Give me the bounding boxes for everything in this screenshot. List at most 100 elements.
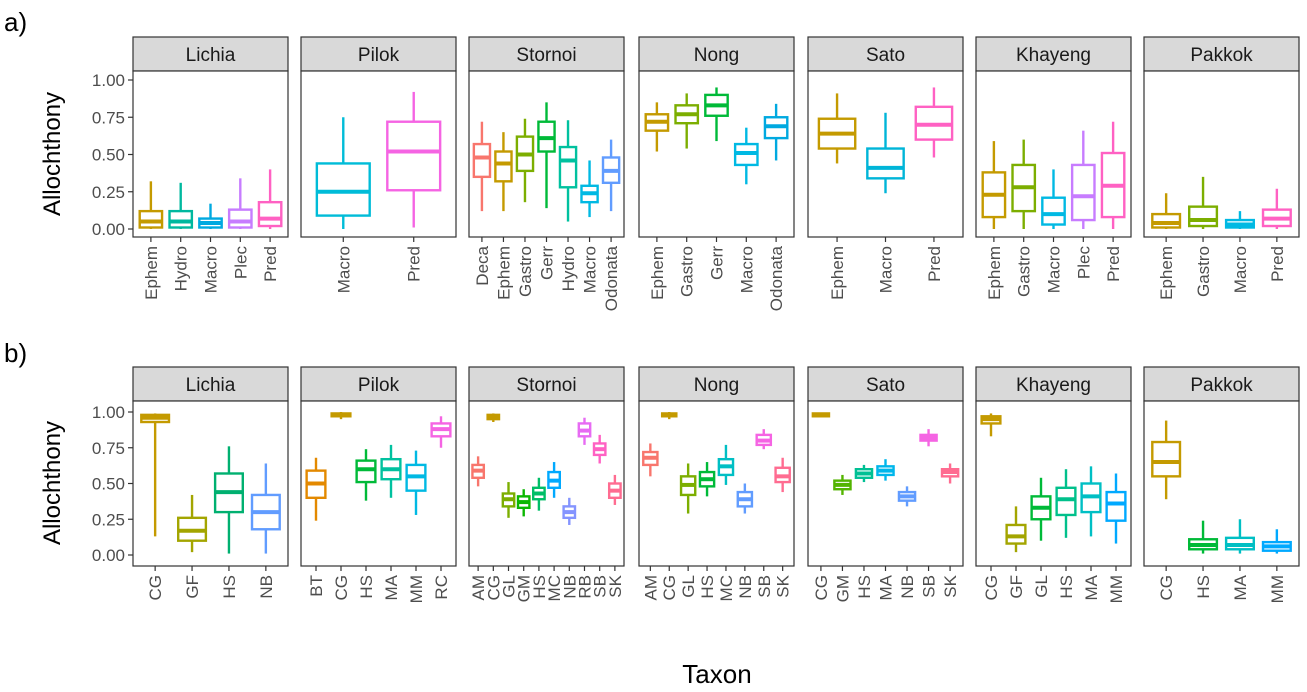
x-tick-label: Deca — [473, 245, 492, 285]
x-tick-label: Macro — [202, 246, 221, 293]
box-macro — [1224, 211, 1255, 229]
x-tick-label: Ephem — [648, 246, 667, 300]
x-tick-label: SK — [941, 574, 960, 597]
box-ephem — [1151, 193, 1182, 229]
box-am — [642, 443, 659, 477]
box-nb — [562, 497, 577, 525]
facet-lichia: Lichia Ephem Hydro Macro Plec Pred — [132, 36, 289, 300]
box-ephem — [644, 102, 670, 152]
facet-plot-frame — [975, 400, 1132, 567]
facet-strip — [468, 366, 625, 402]
box-nb — [897, 486, 917, 507]
x-tick-label: GM — [833, 575, 852, 602]
box-ephem — [817, 93, 857, 164]
box-pred — [257, 169, 283, 229]
x-tick-label: MM — [407, 575, 426, 603]
box-pred — [1261, 188, 1292, 229]
x-tick-label: CG — [332, 575, 351, 601]
x-tick-label: CG — [484, 575, 503, 601]
x-tick-label: Ephem — [985, 246, 1004, 300]
facet-khayeng: Khayeng CG GF GL HS MA MM — [975, 366, 1132, 603]
box-pred — [1100, 121, 1126, 229]
x-tick-label: Gastro — [516, 246, 535, 297]
facet-strip-label: Stornoi — [516, 375, 576, 396]
box-sk — [774, 457, 791, 493]
box-gerr — [704, 87, 729, 142]
box-body — [168, 209, 194, 229]
x-tick-label: Pred — [1268, 246, 1287, 282]
box-body — [1070, 163, 1096, 222]
box-body — [558, 145, 578, 189]
box-body — [138, 209, 164, 229]
plot-area: Allochthony 0.00 0.25 0.50 0.75 1.00 Lichia Eph… — [39, 36, 1300, 603]
facet-pilok: Pilok Macro Pred — [300, 36, 457, 293]
box-ma — [1224, 519, 1255, 554]
x-tick-label: RB — [575, 575, 594, 599]
box-plec — [227, 178, 253, 229]
x-tick-label: Gastro — [1194, 246, 1213, 297]
x-tick-label: NB — [898, 575, 917, 599]
box-gm — [516, 489, 531, 517]
box-macro — [198, 203, 223, 229]
facet-strip — [638, 366, 795, 402]
box-gastro — [674, 93, 700, 149]
x-tick-label: Ephem — [1157, 246, 1176, 300]
facet-strip-label: Khayeng — [1016, 375, 1091, 396]
box-odonata — [601, 139, 621, 212]
x-tick-label: MC — [717, 575, 736, 601]
box-mc — [717, 444, 735, 485]
facet-strip-label: Sato — [866, 45, 905, 66]
facet-nong: Nong Ephem Gastro Gerr Macro Odonata — [638, 36, 795, 311]
box-plec — [1070, 130, 1096, 229]
box-gerr — [537, 102, 556, 209]
box-deca — [472, 121, 492, 212]
box-body — [1151, 440, 1182, 478]
box-body — [1188, 205, 1219, 228]
x-tick-label: Hydro — [172, 246, 191, 291]
y-tick-label: 0.75 — [92, 108, 125, 127]
box-mm — [405, 450, 427, 515]
box-macro — [315, 117, 371, 229]
box-macro — [866, 112, 905, 194]
box-body — [227, 208, 253, 229]
box-body — [1041, 196, 1066, 226]
box-nb — [250, 463, 281, 554]
y-tick-label: 1.00 — [92, 403, 125, 422]
facet-plot-frame — [638, 400, 795, 567]
x-tick-label: GM — [515, 575, 534, 602]
box-mm — [1105, 473, 1127, 544]
facet-strip — [807, 366, 964, 402]
box-gl — [1030, 477, 1052, 541]
x-tick-label: HS — [1057, 575, 1076, 599]
box-cg — [140, 413, 171, 537]
box-gl — [501, 482, 516, 518]
box-gastro — [1188, 176, 1219, 229]
x-tick-label: GF — [183, 575, 202, 599]
facet-strip-label: Pilok — [358, 45, 400, 66]
panel-a: Allochthony 0.00 0.25 0.50 0.75 1.00 Lichia Eph… — [39, 36, 1300, 311]
box-pred — [914, 87, 954, 158]
facet-plot-frame — [1143, 400, 1300, 567]
box-sb — [755, 429, 773, 450]
box-body — [355, 459, 377, 484]
x-tick-label: SB — [591, 575, 610, 598]
facet-strip-label: Pakkok — [1190, 45, 1253, 66]
facet-strip-label: Pilok — [358, 375, 400, 396]
x-tick-label: CG — [660, 575, 679, 601]
facet-strip — [638, 36, 795, 72]
x-tick-label: SK — [606, 574, 625, 597]
box-mm — [1261, 529, 1292, 554]
facet-strip — [1143, 366, 1300, 402]
facet-nong: Nong AM CG GL HS MC NB SB SK — [638, 366, 795, 601]
facet-plot-frame — [300, 400, 457, 567]
box-cg — [811, 412, 831, 418]
x-tick-label: GL — [500, 575, 519, 598]
box-rb — [577, 417, 592, 445]
box-body — [472, 142, 492, 179]
x-tick-label: Pred — [405, 246, 424, 282]
box-cg — [1151, 420, 1182, 500]
x-tick-label: Gerr — [538, 246, 557, 280]
x-tick-label: Macro — [877, 246, 896, 293]
